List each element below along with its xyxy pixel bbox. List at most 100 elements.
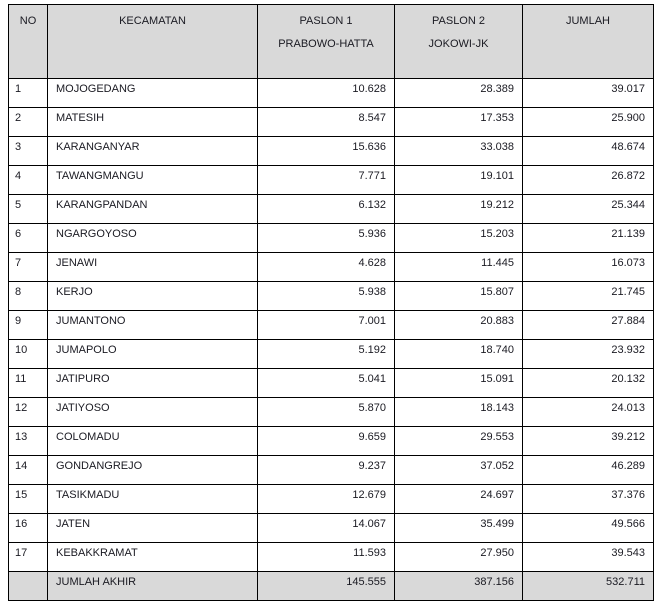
cell-paslon1: 12.679 <box>257 484 395 514</box>
table-row: 10 JUMAPOLO 5.192 18.740 23.932 <box>8 339 654 369</box>
table-row: 5 KARANGPANDAN 6.132 19.212 25.344 <box>8 194 654 224</box>
table-row: 6 NGARGOYOSO 5.936 15.203 21.139 <box>8 223 654 253</box>
cell-kecamatan: NGARGOYOSO <box>47 223 258 253</box>
cell-paslon1: 10.628 <box>257 78 395 108</box>
election-results-table: NO KECAMATAN PASLON 1 PRABOWO-HATTA PASL… <box>8 4 654 601</box>
cell-jumlah: 25.344 <box>522 194 654 224</box>
table-row: 9 JUMANTONO 7.001 20.883 27.884 <box>8 310 654 340</box>
footer-cell-jumlah: 532.711 <box>522 571 654 601</box>
cell-no: 17 <box>8 542 48 572</box>
cell-no: 10 <box>8 339 48 369</box>
footer-cell-no <box>8 571 48 601</box>
table-row: 17 KEBAKKRAMAT 11.593 27.950 39.543 <box>8 542 654 572</box>
cell-kecamatan: JENAWI <box>47 252 258 282</box>
cell-no: 16 <box>8 513 48 543</box>
cell-jumlah: 46.289 <box>522 455 654 485</box>
cell-no: 6 <box>8 223 48 253</box>
cell-no: 7 <box>8 252 48 282</box>
header-jumlah: JUMLAH <box>522 4 654 79</box>
cell-paslon1: 5.938 <box>257 281 395 311</box>
header-paslon1: PASLON 1 PRABOWO-HATTA <box>257 4 395 79</box>
cell-paslon2: 20.883 <box>394 310 523 340</box>
cell-paslon2: 18.143 <box>394 397 523 427</box>
cell-paslon2: 15.091 <box>394 368 523 398</box>
cell-paslon2: 18.740 <box>394 339 523 369</box>
table-row: 1 MOJOGEDANG 10.628 28.389 39.017 <box>8 78 654 108</box>
footer-cell-paslon2: 387.156 <box>394 571 523 601</box>
cell-jumlah: 26.872 <box>522 165 654 195</box>
cell-no: 1 <box>8 78 48 108</box>
cell-kecamatan: JATEN <box>47 513 258 543</box>
cell-paslon2: 15.203 <box>394 223 523 253</box>
cell-jumlah: 21.139 <box>522 223 654 253</box>
cell-paslon1: 5.936 <box>257 223 395 253</box>
cell-jumlah: 37.376 <box>522 484 654 514</box>
cell-jumlah: 21.745 <box>522 281 654 311</box>
cell-jumlah: 39.017 <box>522 78 654 108</box>
cell-no: 11 <box>8 368 48 398</box>
cell-paslon1: 4.628 <box>257 252 395 282</box>
header-paslon1-line1: PASLON 1 <box>299 15 353 27</box>
cell-paslon1: 5.041 <box>257 368 395 398</box>
cell-kecamatan: TASIKMADU <box>47 484 258 514</box>
cell-paslon2: 37.052 <box>394 455 523 485</box>
cell-paslon2: 33.038 <box>394 136 523 166</box>
table-row: 13 COLOMADU 9.659 29.553 39.212 <box>8 426 654 456</box>
table-row: 7 JENAWI 4.628 11.445 16.073 <box>8 252 654 282</box>
cell-jumlah: 27.884 <box>522 310 654 340</box>
cell-no: 12 <box>8 397 48 427</box>
cell-paslon1: 8.547 <box>257 107 395 137</box>
cell-jumlah: 39.543 <box>522 542 654 572</box>
header-row: NO KECAMATAN PASLON 1 PRABOWO-HATTA PASL… <box>8 4 654 79</box>
cell-paslon1: 7.771 <box>257 165 395 195</box>
cell-jumlah: 39.212 <box>522 426 654 456</box>
cell-paslon2: 11.445 <box>394 252 523 282</box>
header-no: NO <box>8 4 48 79</box>
table-row: 15 TASIKMADU 12.679 24.697 37.376 <box>8 484 654 514</box>
cell-jumlah: 49.566 <box>522 513 654 543</box>
cell-no: 13 <box>8 426 48 456</box>
cell-paslon1: 15.636 <box>257 136 395 166</box>
table-row: 16 JATEN 14.067 35.499 49.566 <box>8 513 654 543</box>
cell-paslon1: 9.659 <box>257 426 395 456</box>
table-row: 12 JATIYOSO 5.870 18.143 24.013 <box>8 397 654 427</box>
header-kecamatan: KECAMATAN <box>47 4 258 79</box>
cell-kecamatan: JATIYOSO <box>47 397 258 427</box>
cell-jumlah: 25.900 <box>522 107 654 137</box>
table-row: 3 KARANGANYAR 15.636 33.038 48.674 <box>8 136 654 166</box>
cell-no: 8 <box>8 281 48 311</box>
header-paslon2-line1: PASLON 2 <box>432 15 485 27</box>
cell-no: 3 <box>8 136 48 166</box>
cell-no: 4 <box>8 165 48 195</box>
cell-kecamatan: JATIPURO <box>47 368 258 398</box>
footer-cell-label: JUMLAH AKHIR <box>47 571 258 601</box>
cell-kecamatan: KARANGPANDAN <box>47 194 258 224</box>
cell-kecamatan: JUMANTONO <box>47 310 258 340</box>
cell-paslon2: 15.807 <box>394 281 523 311</box>
cell-kecamatan: GONDANGREJO <box>47 455 258 485</box>
table-row: 4 TAWANGMANGU 7.771 19.101 26.872 <box>8 165 654 195</box>
cell-no: 15 <box>8 484 48 514</box>
header-paslon1-line2: PRABOWO-HATTA <box>278 38 374 50</box>
cell-paslon1: 5.870 <box>257 397 395 427</box>
cell-paslon2: 29.553 <box>394 426 523 456</box>
cell-paslon1: 7.001 <box>257 310 395 340</box>
cell-kecamatan: JUMAPOLO <box>47 339 258 369</box>
cell-paslon2: 35.499 <box>394 513 523 543</box>
cell-kecamatan: KERJO <box>47 281 258 311</box>
cell-jumlah: 23.932 <box>522 339 654 369</box>
cell-no: 5 <box>8 194 48 224</box>
cell-jumlah: 24.013 <box>522 397 654 427</box>
cell-paslon2: 19.101 <box>394 165 523 195</box>
cell-kecamatan: KARANGANYAR <box>47 136 258 166</box>
header-jumlah-label: JUMLAH <box>565 15 610 27</box>
cell-jumlah: 16.073 <box>522 252 654 282</box>
cell-paslon1: 5.192 <box>257 339 395 369</box>
cell-paslon2: 24.697 <box>394 484 523 514</box>
cell-paslon2: 28.389 <box>394 78 523 108</box>
footer-row-total: JUMLAH AKHIR 145.555 387.156 532.711 <box>8 571 654 601</box>
cell-no: 2 <box>8 107 48 137</box>
table-row: 11 JATIPURO 5.041 15.091 20.132 <box>8 368 654 398</box>
header-paslon2: PASLON 2 JOKOWI-JK <box>394 4 523 79</box>
cell-kecamatan: MOJOGEDANG <box>47 78 258 108</box>
